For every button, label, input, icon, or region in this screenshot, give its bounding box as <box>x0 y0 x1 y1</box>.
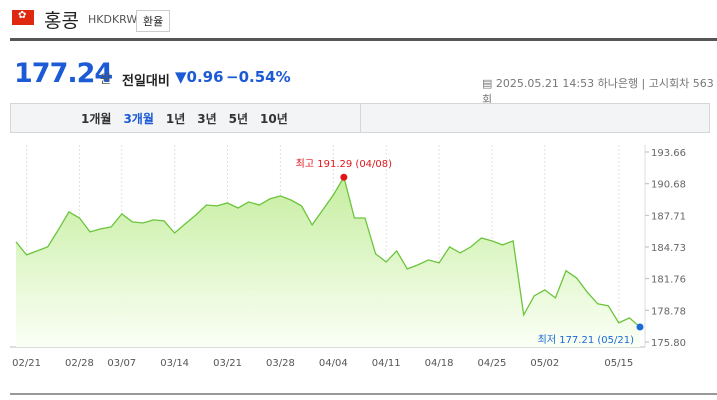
tab[interactable]: 3년 <box>197 111 217 126</box>
price: 177.24 <box>14 58 113 89</box>
x-tick-label: 05/02 <box>530 358 559 369</box>
bank: 하나은행 <box>597 77 639 90</box>
rate-button[interactable]: 환율 <box>136 10 171 32</box>
x-tick-label: 03/28 <box>266 358 295 369</box>
x-tick-label: 04/25 <box>478 358 507 369</box>
divider <box>10 38 717 41</box>
tab[interactable]: 5년 <box>228 111 249 126</box>
change-label: 전일대비 <box>122 74 170 89</box>
code: HKDKRW <box>88 13 138 26</box>
chart: 175.80 178.78 181.76 184.73 187.71 190.68 193.… <box>10 145 717 395</box>
title: 홍콩 <box>44 10 79 32</box>
annotation: 최저 177.21 (05/21) <box>538 334 634 346</box>
annotation: 최고 191.29 (04/08) <box>296 158 392 170</box>
x-tick-label: 04/11 <box>372 358 401 369</box>
y-tick-label: 181.76 <box>651 275 686 286</box>
change-value: 0.96 <box>186 68 224 86</box>
y-tick-label: 184.73 <box>651 243 686 254</box>
tab[interactable]: 10년 <box>260 111 288 126</box>
x-tick-label: 03/21 <box>213 358 242 369</box>
timestamp: 2025.05.21 14:53 <box>495 77 595 90</box>
x-tick-label: 02/21 <box>12 358 41 369</box>
line <box>15 175 641 328</box>
tab[interactable]: 3개월 <box>123 111 154 126</box>
y-tick-label: 187.71 <box>651 211 686 222</box>
y-tick-label: 178.78 <box>651 306 686 317</box>
y-tick-label: 175.80 <box>651 338 686 349</box>
round: 고시회차 563회 <box>482 77 714 106</box>
tab[interactable]: 1년 <box>165 111 186 126</box>
meta: ▤ 2025.05.21 14:53 하나은행 | 고시회차 563회 <box>482 77 714 106</box>
change-pct: −0.54% <box>226 68 291 86</box>
x-tick-label: 04/04 <box>319 358 348 369</box>
flag: ✿ <box>12 10 34 25</box>
y-tick-label: 190.68 <box>651 180 686 191</box>
x-tick-label: 02/28 <box>65 358 94 369</box>
area <box>16 177 640 347</box>
x-tick-label: 04/18 <box>425 358 454 369</box>
tab-separator <box>360 104 361 133</box>
extreme-marker <box>636 323 644 331</box>
extreme-marker <box>340 173 348 181</box>
x-tick-label: 03/14 <box>160 358 189 369</box>
change: ▼0.96 <box>175 68 224 86</box>
tab[interactable]: 1개월 <box>81 111 112 126</box>
x-tick-label: 03/07 <box>107 358 136 369</box>
unit: 원 <box>100 72 112 86</box>
y-tick-label: 193.66 <box>651 148 686 159</box>
x-tick-label: 05/15 <box>604 358 633 369</box>
